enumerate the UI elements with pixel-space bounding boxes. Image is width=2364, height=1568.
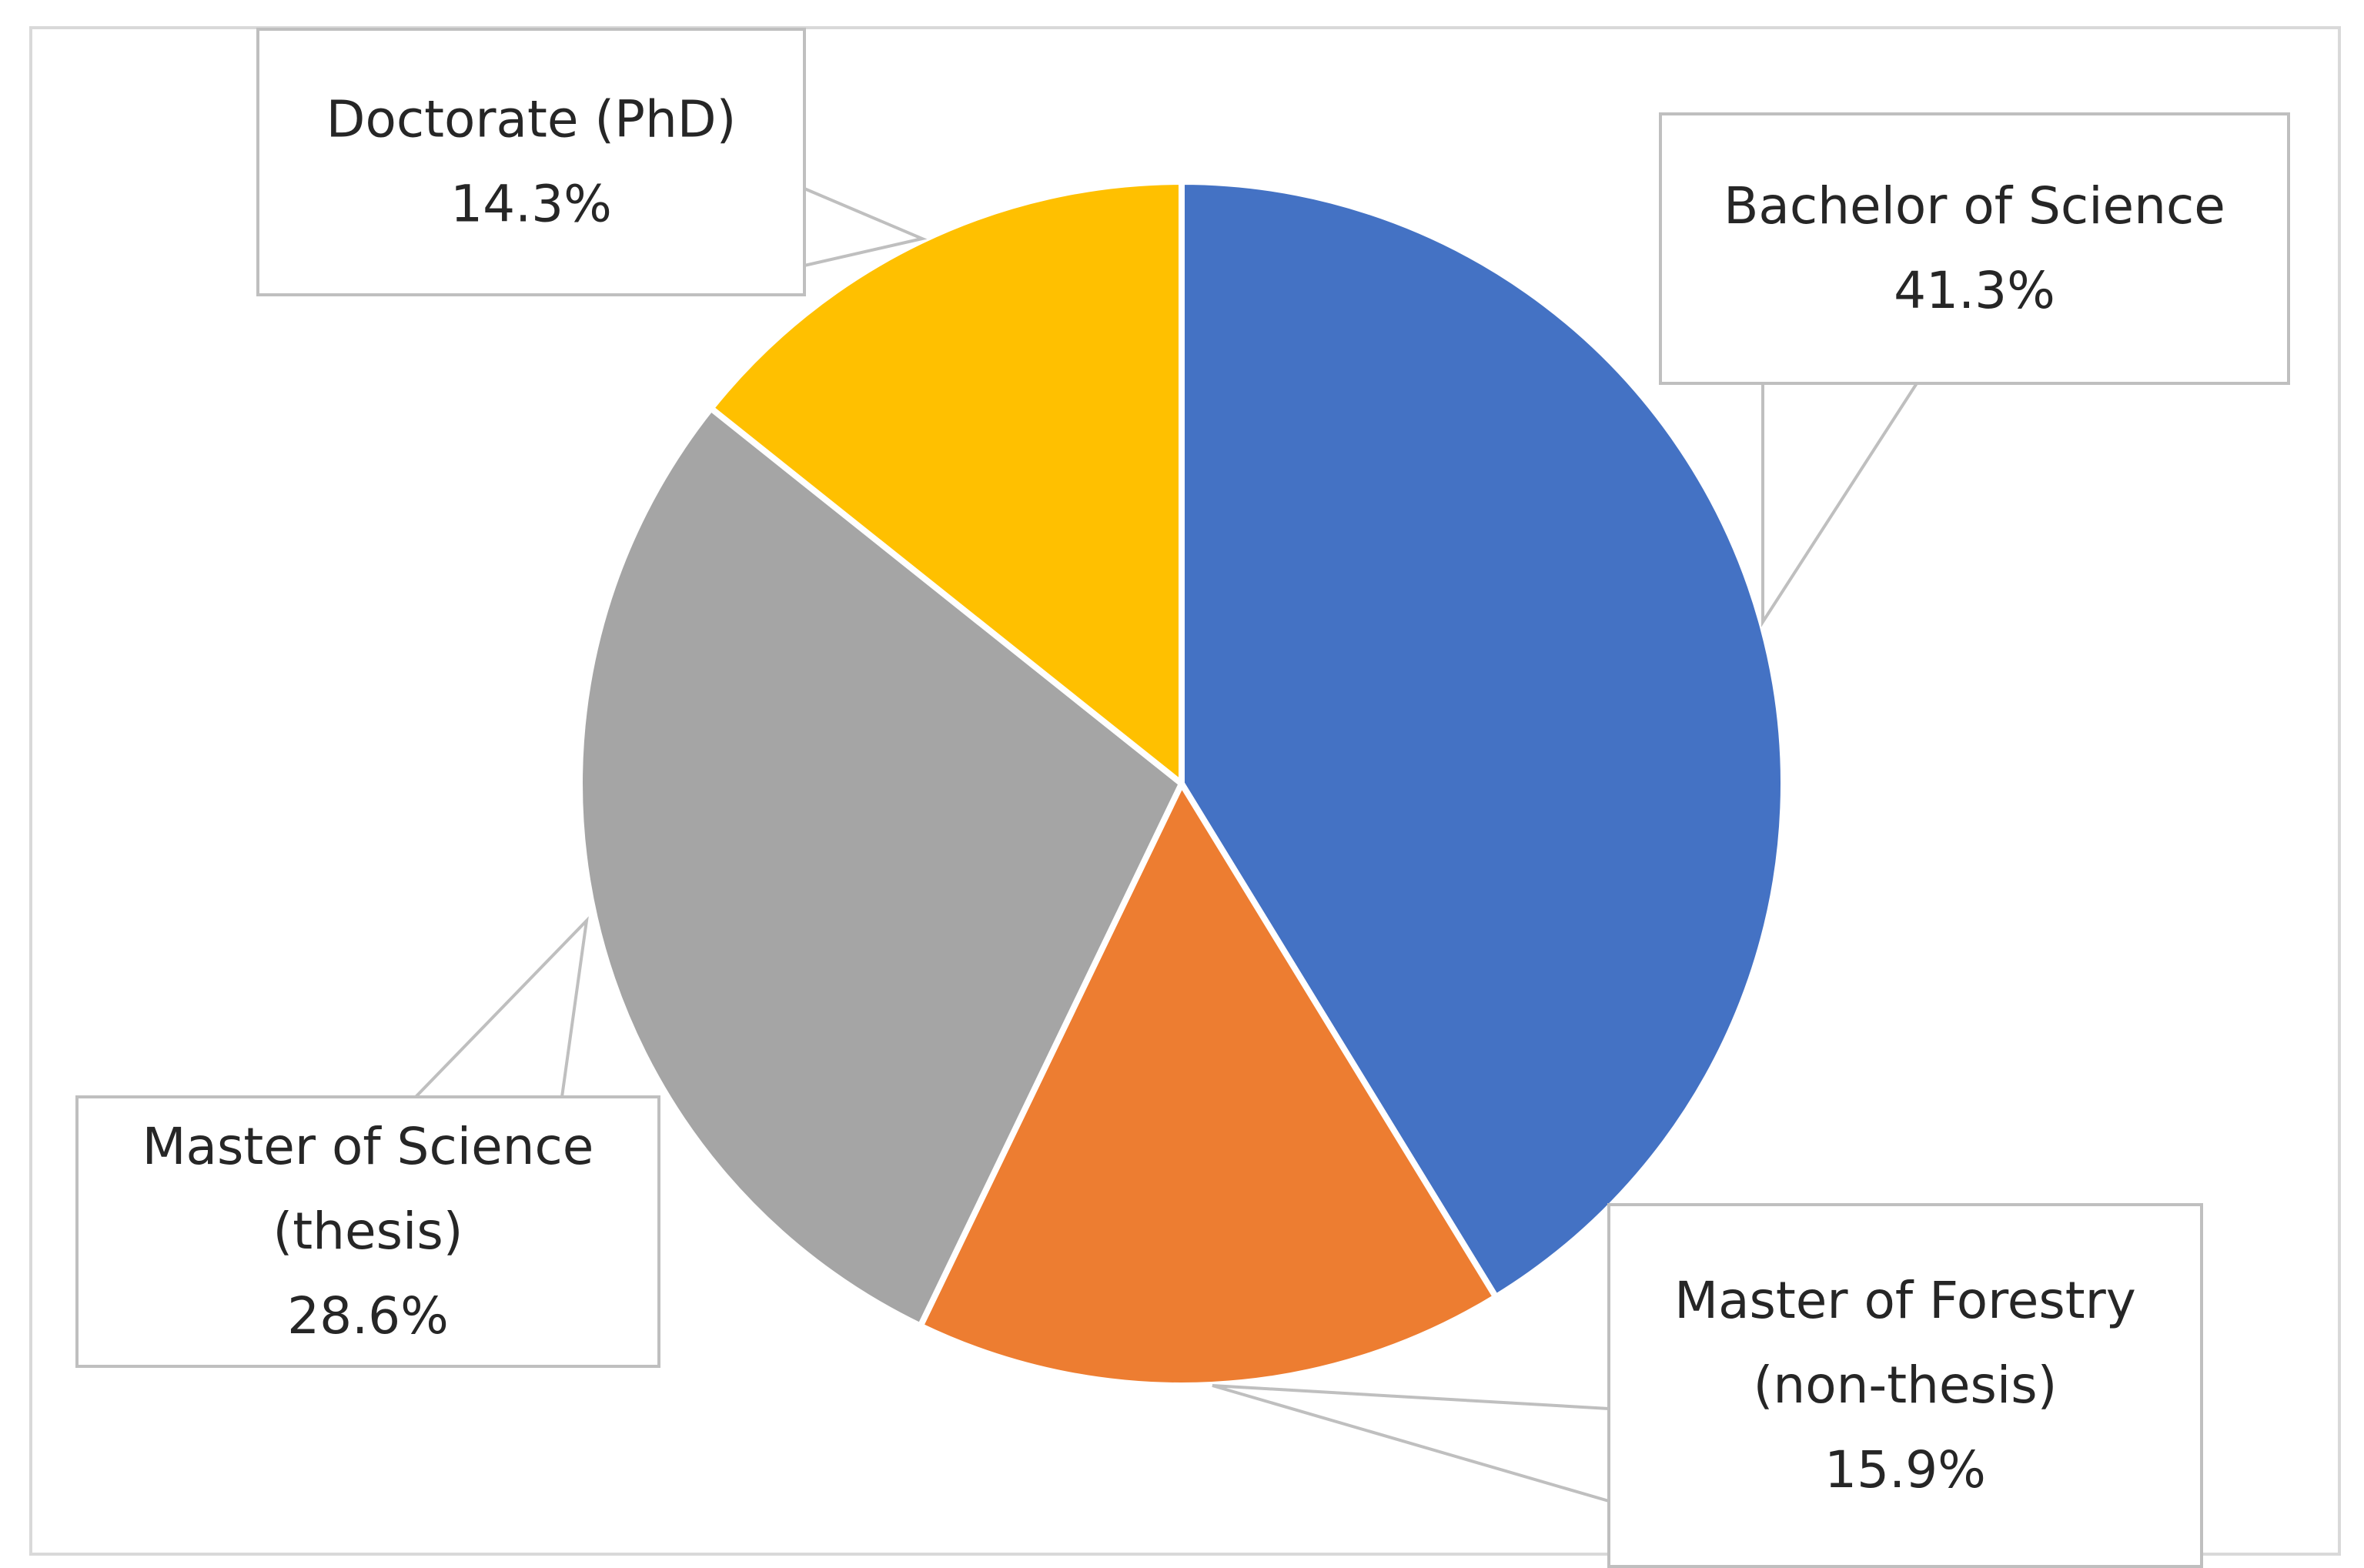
data-label-value: 41.3% xyxy=(1894,261,2055,320)
callout-bachelor-of-science: Bachelor of Science 41.3% xyxy=(1659,112,2290,627)
pie-slices xyxy=(577,179,1787,1389)
callout-pointer xyxy=(1761,382,1920,627)
data-label-category: (thesis) xyxy=(273,1202,463,1261)
data-label-category: Master of Forestry xyxy=(1674,1271,2136,1330)
data-label-category: Doctorate (PhD) xyxy=(326,90,737,149)
data-label-value: 14.3% xyxy=(450,175,612,234)
data-label-value: 15.9% xyxy=(1824,1440,1986,1499)
callout-pointer xyxy=(412,916,589,1098)
callout-master-of-forestry-non-thesis: Master of Forestry (non-thesis) 15.9% xyxy=(1212,1203,2203,1568)
pie-slice-master-of-science-thesis xyxy=(577,405,1185,1329)
callout-box xyxy=(75,1095,660,1368)
data-label-category: (non-thesis) xyxy=(1754,1356,2058,1415)
callout-box xyxy=(1659,112,2290,385)
data-label-value: 28.6% xyxy=(287,1286,449,1346)
data-label-category: Bachelor of Science xyxy=(1724,176,2225,236)
callout-box xyxy=(1607,1203,2203,1568)
callout-master-of-science-thesis: Master of Science (thesis) 28.6% xyxy=(75,916,660,1368)
pie-slice-bachelor-of-science xyxy=(1179,179,1787,1300)
callout-box xyxy=(256,28,806,296)
callout-doctorate-phd: Doctorate (PhD) 14.3% xyxy=(256,28,928,296)
pie-slice-doctorate-phd xyxy=(707,179,1185,787)
pie-slice-master-of-forestry-non-thesis xyxy=(917,781,1500,1389)
callout-pointer xyxy=(1212,1384,1610,1503)
data-label-category: Master of Science xyxy=(142,1117,594,1176)
